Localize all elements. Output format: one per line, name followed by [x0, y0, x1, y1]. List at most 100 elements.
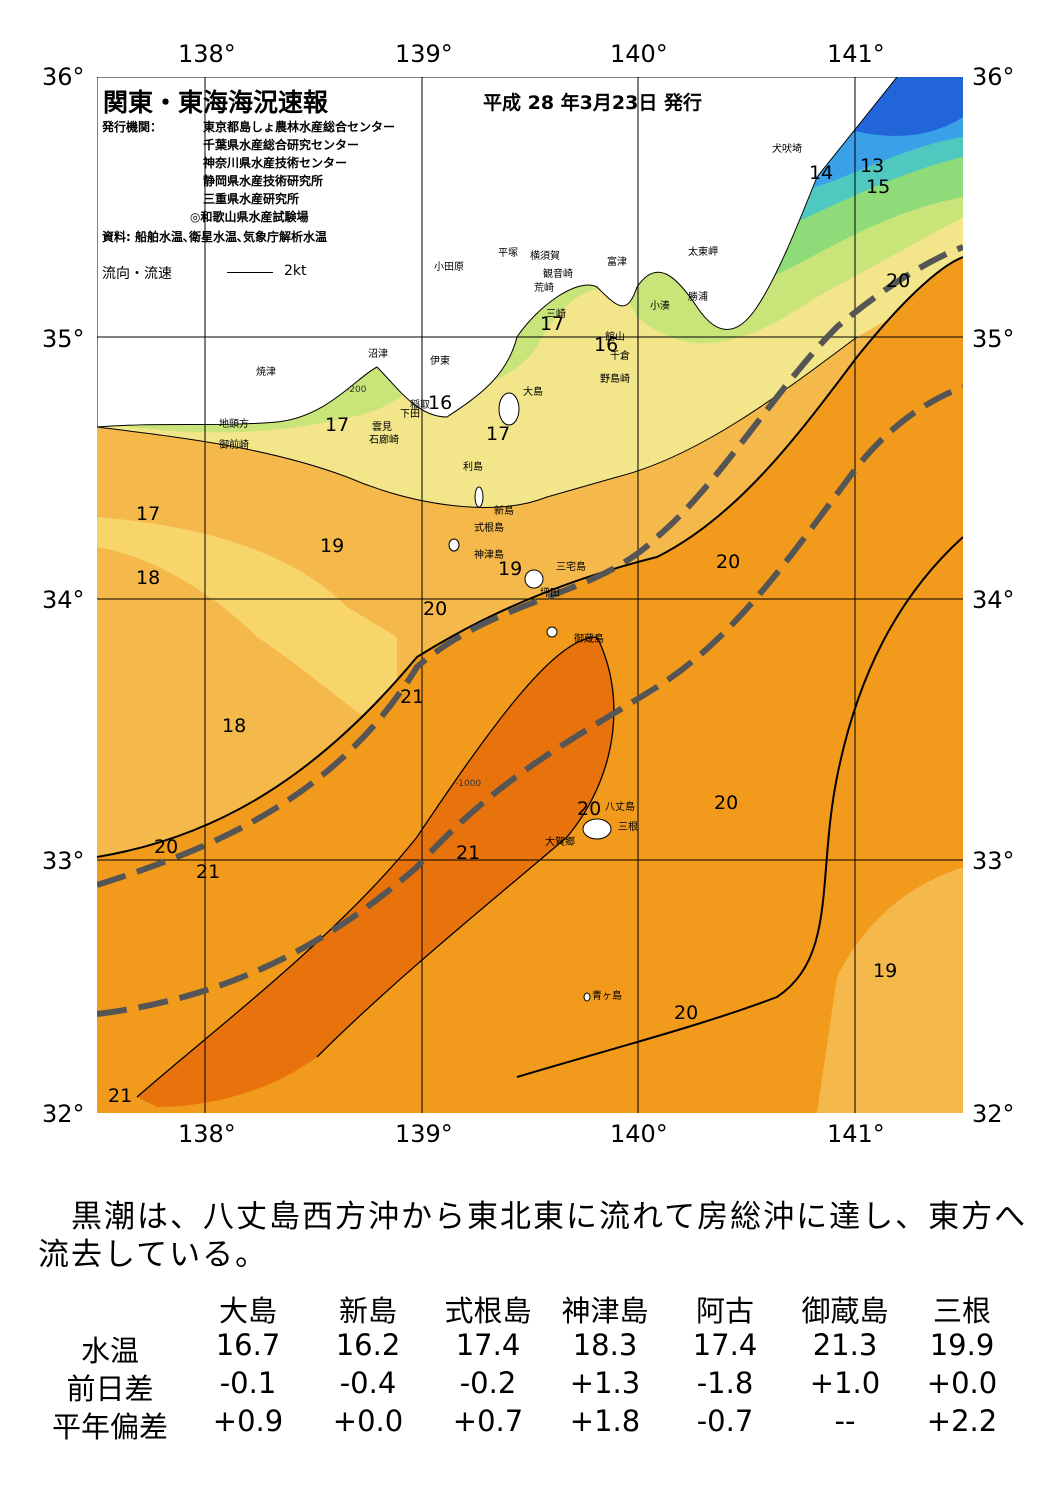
lat-label-34-left: 34°	[42, 586, 85, 614]
table-cell: -1.8	[696, 1366, 754, 1400]
table-cell: 17.4	[692, 1328, 758, 1362]
isotherm-label: 16	[428, 392, 453, 414]
isotherm-label: 17	[540, 313, 565, 335]
place-inubozaki: 犬吠埼	[772, 144, 802, 155]
place-katsuura: 勝浦	[688, 292, 708, 303]
place-taitomisaki: 太東岬	[688, 247, 718, 258]
table-cell: 21.3	[812, 1328, 878, 1362]
island-aogashima	[583, 992, 591, 1002]
place-nojimazaki: 野島崎	[600, 374, 630, 385]
place-odawara: 小田原	[434, 262, 464, 273]
row-label: 前日差	[66, 1372, 154, 1406]
table-cell: +1.8	[569, 1404, 641, 1438]
place-futtsu: 富津	[607, 257, 627, 268]
island-mikurajima	[546, 626, 558, 638]
table-header: 神津島	[561, 1294, 649, 1328]
place-kumomi: 雲見	[372, 422, 392, 433]
sea-zone-19-se	[817, 867, 963, 1113]
lon-label-141-bottom: 141°	[827, 1120, 885, 1148]
place-tsubota: 坪田	[540, 588, 560, 599]
flow-legend-arrow	[227, 272, 273, 273]
place-kominato: 小湊	[650, 301, 670, 312]
issue-date: 平成 28 年3月23日 発行	[483, 92, 702, 114]
table-header: 阿古	[695, 1294, 754, 1328]
lat-label-36-right: 36°	[972, 63, 1015, 91]
land-honshu	[97, 77, 898, 428]
island-miyakejima	[524, 569, 544, 589]
table-header: 式根島	[444, 1294, 532, 1328]
lon-label-140-bottom: 140°	[610, 1120, 668, 1148]
place-omaezaki: 御前崎	[219, 440, 249, 451]
place-toshima: 利島	[463, 462, 483, 473]
table-cell: 19.9	[929, 1328, 995, 1362]
isotherm-label: 21	[400, 686, 425, 708]
table-cell: -0.2	[459, 1366, 517, 1400]
table-cell: +0.0	[926, 1366, 998, 1400]
data-source: 資料: 船舶水温､衛星水温､気象庁解析水温	[102, 230, 327, 244]
lon-label-141: 141°	[827, 40, 885, 68]
table-header: 大島	[218, 1294, 277, 1328]
sea-zone-18	[97, 517, 397, 737]
island-hachijojima	[582, 818, 612, 840]
isotherm-label: 13	[860, 155, 885, 177]
lon-label-139: 139°	[395, 40, 453, 68]
table-row: 水温 16.7 16.2 17.4 18.3 17.4 21.3 19.9	[40, 1328, 1030, 1368]
isotherm-label: 20	[423, 598, 448, 620]
place-hachijojima: 八丈島	[605, 802, 635, 813]
table-cell: +1.3	[569, 1366, 641, 1400]
table-cell: +1.0	[809, 1366, 881, 1400]
row-label: 平年偏差	[51, 1410, 168, 1444]
table-cell: +0.7	[452, 1404, 524, 1438]
place-arasaki: 荒崎	[534, 283, 554, 294]
table-cell: 17.4	[455, 1328, 521, 1362]
table-header-row: 大島 新島 式根島 神津島 阿古 御蔵島 三根	[40, 1288, 1030, 1328]
isotherm-label: 19	[498, 558, 523, 580]
isotherm-label: 17	[325, 414, 350, 436]
table-cell: --	[834, 1404, 856, 1438]
place-niijima: 新島	[494, 506, 514, 517]
isotherm-label: 19	[320, 535, 345, 557]
table-cell: +0.9	[212, 1404, 284, 1438]
table-cell: 16.7	[215, 1328, 281, 1362]
table-cell: -0.1	[219, 1366, 277, 1400]
table-header: 御蔵島	[801, 1294, 889, 1328]
table-header: 三根	[932, 1294, 991, 1328]
isotherm-label: 20	[674, 1002, 699, 1024]
place-miyakejima: 三宅島	[556, 562, 586, 573]
table-row: 平年偏差 +0.9 +0.0 +0.7 +1.8 -0.7 -- +2.2	[40, 1404, 1030, 1444]
lat-label-33-left: 33°	[42, 847, 85, 875]
place-yaizu: 焼津	[256, 367, 276, 378]
isotherm-21-line	[136, 636, 615, 1098]
place-numazu: 沼津	[368, 349, 388, 360]
isotherm-label: 19	[873, 960, 898, 982]
table-cell: +2.2	[926, 1404, 998, 1438]
map-title: 関東・東海海況速報	[103, 88, 329, 117]
lat-label-32-left: 32°	[42, 1100, 85, 1128]
table-cell: 16.2	[335, 1328, 401, 1362]
place-mikurajima: 御蔵島	[574, 634, 604, 645]
place-inatori: 稲取	[410, 400, 430, 411]
isotherm-20-line	[97, 256, 963, 858]
place-oshima: 大島	[523, 387, 543, 398]
row-label: 水温	[80, 1334, 139, 1368]
island-oshima	[498, 392, 520, 426]
sea-zone-21	[137, 637, 614, 1107]
lon-label-140: 140°	[610, 40, 668, 68]
depth-label: -200	[346, 385, 367, 395]
table-cell: 18.3	[572, 1328, 638, 1362]
lat-label-36-left: 36°	[42, 63, 85, 91]
depth-label: -1000	[455, 779, 482, 789]
place-hiratsuka: 平塚	[498, 248, 518, 259]
isotherm-label: 20	[714, 792, 739, 814]
lat-label-33-right: 33°	[972, 847, 1015, 875]
table-row: 前日差 -0.1 -0.4 -0.2 +1.3 -1.8 +1.0 +0.0	[40, 1366, 1030, 1406]
lat-label-34-right: 34°	[972, 586, 1015, 614]
flow-legend-label: 流向・流速	[102, 266, 172, 282]
issuer-6: ◎和歌山県水産試験場	[190, 210, 309, 224]
isotherm-label: 14	[809, 162, 834, 184]
table-cell: +0.0	[332, 1404, 404, 1438]
issuer-5: 三重県水産研究所	[203, 192, 300, 206]
place-okago: 大賀郷	[545, 837, 575, 848]
isotherm-20-se-line	[516, 536, 963, 1078]
isotherm-label: 21	[456, 842, 481, 864]
